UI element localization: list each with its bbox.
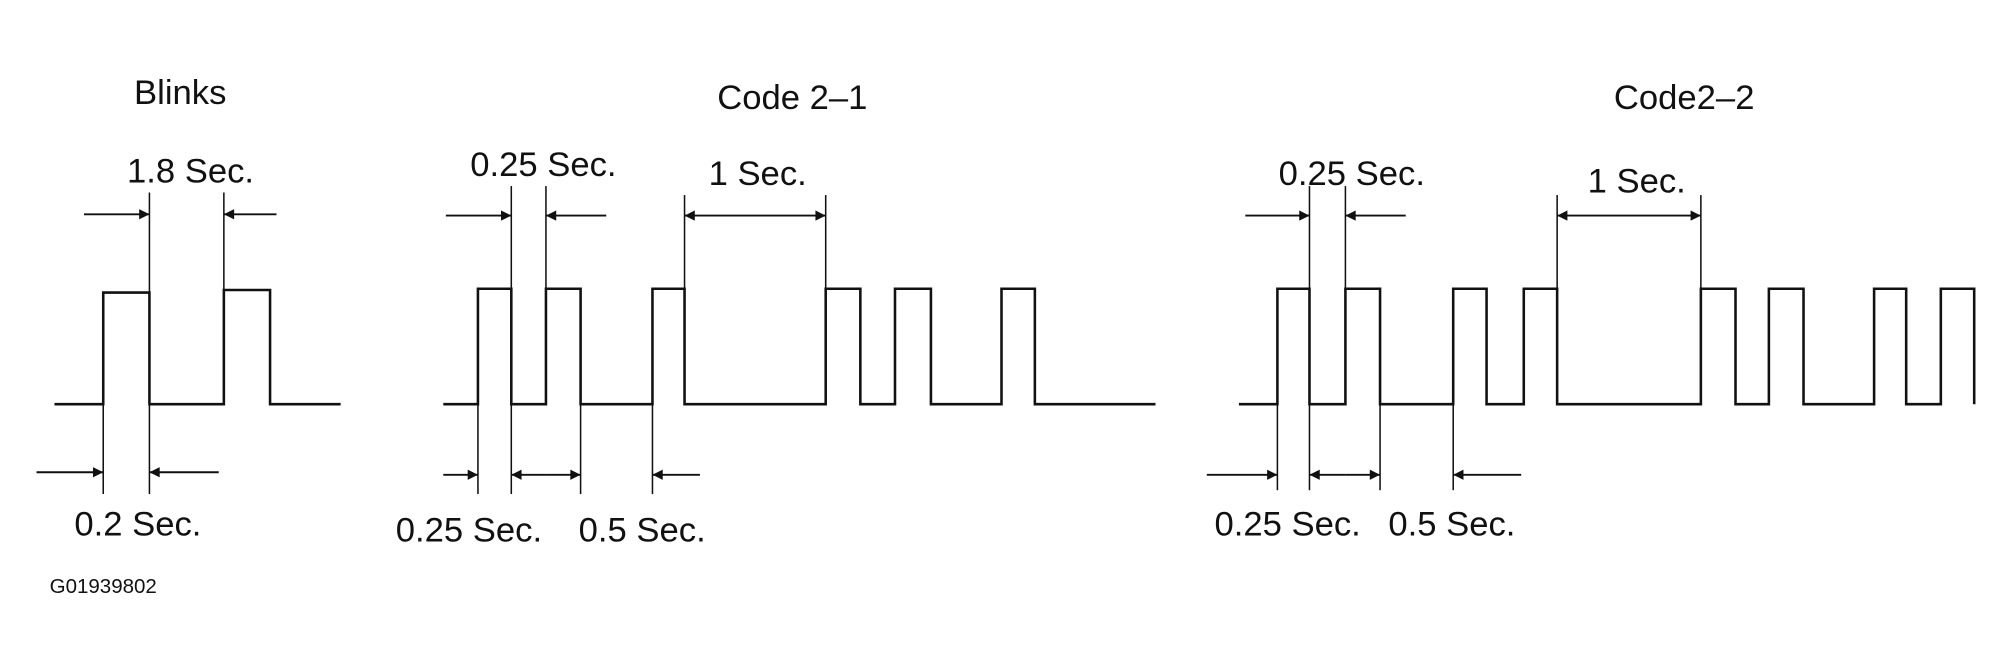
label: 1.8 Sec. bbox=[127, 152, 254, 190]
code-2-2-panel: Code2–2 0.25 Sec. 1 Sec. 0.25 Sec. 0.5 S… bbox=[1206, 79, 1976, 543]
title: Code2–2 bbox=[1614, 79, 1755, 117]
arrows bbox=[443, 210, 826, 480]
label: 0.25 Sec. bbox=[1279, 155, 1425, 193]
label: 0.25 Sec. bbox=[470, 146, 616, 184]
label: 0.25 Sec. bbox=[396, 512, 542, 550]
title: Code 2–1 bbox=[717, 79, 867, 117]
label: 1 Sec. bbox=[1588, 163, 1686, 201]
label: 0.2 Sec. bbox=[74, 505, 201, 543]
label: 0.5 Sec. bbox=[1388, 505, 1515, 543]
figure-id: G01939802 bbox=[50, 575, 157, 598]
label: 0.5 Sec. bbox=[579, 512, 706, 550]
arrows bbox=[36, 209, 277, 478]
code-2-1-panel: Code 2–1 0.25 Sec. 1 Sec. 0.25 Sec. 0.5 … bbox=[396, 79, 1156, 550]
waveform bbox=[443, 287, 1156, 406]
arrows bbox=[1206, 210, 1701, 480]
title: Blinks bbox=[134, 74, 226, 112]
label: 1 Sec. bbox=[709, 155, 807, 193]
blinks-panel: Blinks 1.8 Sec. 0.2 Sec. bbox=[36, 74, 341, 543]
extension-lines bbox=[102, 192, 225, 495]
label: 0.25 Sec. bbox=[1215, 505, 1361, 543]
waveform bbox=[1238, 287, 1976, 406]
waveform bbox=[54, 288, 341, 406]
extension-lines bbox=[1276, 186, 1702, 491]
